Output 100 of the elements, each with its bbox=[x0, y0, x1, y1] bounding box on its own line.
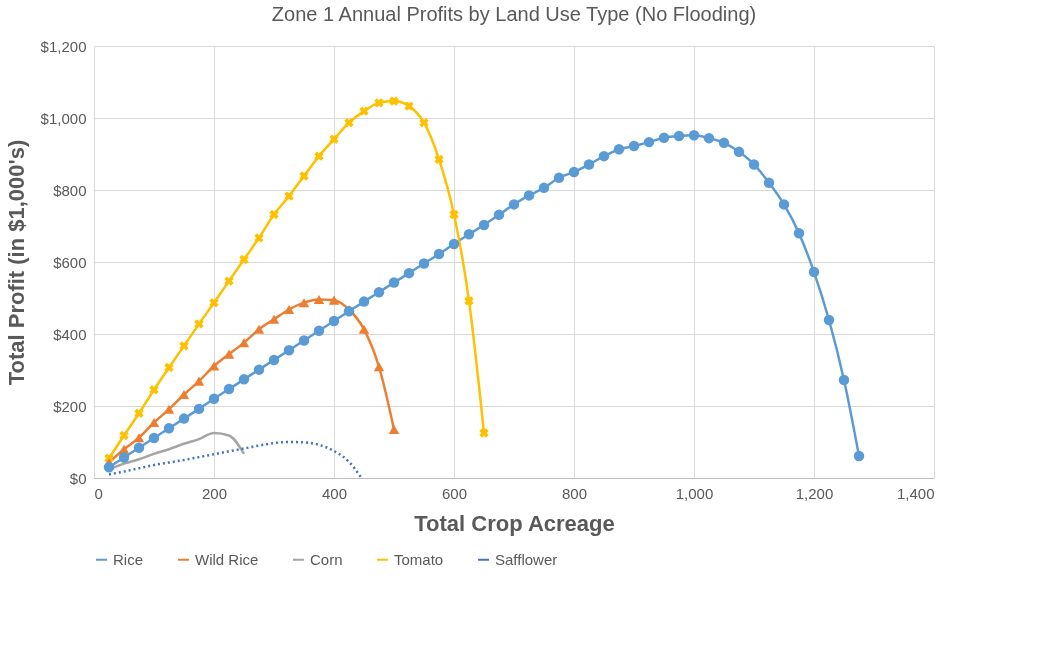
point bbox=[253, 364, 265, 375]
point bbox=[329, 134, 339, 144]
point bbox=[404, 101, 414, 111]
point bbox=[119, 430, 129, 441]
y-axis-title: Total Profit (in $1,000's) bbox=[3, 139, 29, 386]
point bbox=[823, 314, 835, 326]
point bbox=[449, 209, 459, 220]
y-tick-label: $200 bbox=[53, 397, 87, 415]
legend-label: Safflower bbox=[495, 550, 558, 568]
point bbox=[403, 267, 415, 279]
x-tick-label: 1,000 bbox=[675, 484, 714, 502]
point bbox=[793, 227, 805, 239]
point bbox=[239, 254, 249, 265]
point bbox=[538, 182, 550, 194]
y-tick-label: $800 bbox=[53, 181, 87, 199]
point bbox=[373, 362, 385, 372]
point bbox=[358, 324, 370, 334]
y-tick-label: $1,000 bbox=[40, 109, 87, 127]
point bbox=[778, 199, 790, 210]
point bbox=[103, 461, 115, 473]
point bbox=[703, 132, 715, 144]
point bbox=[299, 171, 309, 181]
point bbox=[148, 432, 160, 444]
point bbox=[434, 154, 444, 165]
chart-title: Zone 1 Annual Profits by Land Use Type (No Flooding) bbox=[271, 3, 757, 25]
point bbox=[478, 219, 490, 231]
point bbox=[598, 150, 610, 162]
point bbox=[149, 385, 159, 395]
point bbox=[268, 314, 280, 324]
point bbox=[479, 428, 489, 438]
point bbox=[328, 315, 340, 327]
x-tick-label: 800 bbox=[561, 484, 588, 502]
y-tick-label: $1,200 bbox=[40, 37, 87, 55]
point bbox=[284, 191, 294, 201]
point bbox=[464, 296, 474, 306]
point bbox=[463, 229, 475, 240]
point bbox=[164, 362, 174, 373]
point bbox=[314, 151, 324, 161]
point bbox=[493, 209, 505, 221]
point bbox=[283, 344, 295, 356]
point bbox=[658, 132, 670, 144]
point bbox=[178, 413, 190, 424]
point bbox=[268, 354, 280, 366]
point bbox=[613, 144, 625, 155]
point bbox=[208, 393, 220, 405]
point bbox=[193, 403, 205, 415]
point bbox=[523, 190, 535, 201]
point bbox=[298, 298, 310, 308]
point bbox=[148, 418, 160, 428]
point bbox=[853, 450, 865, 462]
point bbox=[389, 96, 399, 106]
point bbox=[328, 295, 340, 305]
x-tick-label: 1,200 bbox=[795, 484, 834, 502]
point bbox=[193, 376, 205, 386]
x-tick-label: 400 bbox=[321, 484, 348, 502]
point bbox=[583, 159, 595, 170]
point bbox=[178, 389, 190, 400]
point bbox=[283, 304, 295, 315]
point bbox=[448, 238, 460, 250]
x-tick-label: 200 bbox=[201, 484, 228, 502]
point bbox=[133, 433, 145, 443]
point bbox=[344, 117, 354, 128]
point bbox=[388, 277, 400, 288]
point bbox=[628, 140, 640, 152]
legend-label: Tomato bbox=[394, 550, 444, 568]
y-tick-label: $0 bbox=[69, 469, 87, 487]
legend-label: Corn bbox=[310, 550, 343, 568]
point bbox=[254, 233, 264, 243]
point bbox=[134, 408, 144, 418]
point bbox=[133, 442, 145, 453]
point bbox=[374, 98, 384, 108]
point bbox=[419, 117, 429, 128]
point bbox=[433, 248, 445, 260]
point bbox=[179, 341, 189, 351]
point bbox=[508, 199, 520, 210]
point bbox=[748, 159, 760, 170]
y-tick-label: $400 bbox=[53, 325, 87, 343]
point bbox=[373, 287, 385, 298]
point bbox=[224, 276, 234, 286]
point bbox=[838, 374, 850, 386]
x-axis-title: Total Crop Acreage bbox=[414, 510, 615, 536]
point bbox=[298, 335, 310, 346]
point bbox=[194, 319, 204, 329]
point bbox=[418, 258, 430, 269]
x-tick-label: 0 bbox=[94, 484, 103, 502]
point bbox=[733, 146, 745, 158]
point bbox=[388, 424, 400, 434]
point bbox=[313, 325, 325, 336]
point bbox=[238, 374, 250, 385]
point bbox=[568, 166, 580, 178]
point bbox=[358, 296, 370, 307]
point bbox=[808, 266, 820, 278]
point bbox=[208, 361, 220, 371]
legend-label: Wild Rice bbox=[195, 550, 259, 568]
x-tick-label: 1,400 bbox=[896, 484, 935, 502]
point bbox=[238, 338, 250, 348]
point bbox=[313, 294, 325, 304]
point bbox=[223, 383, 235, 395]
point bbox=[163, 404, 175, 414]
point bbox=[673, 130, 685, 142]
